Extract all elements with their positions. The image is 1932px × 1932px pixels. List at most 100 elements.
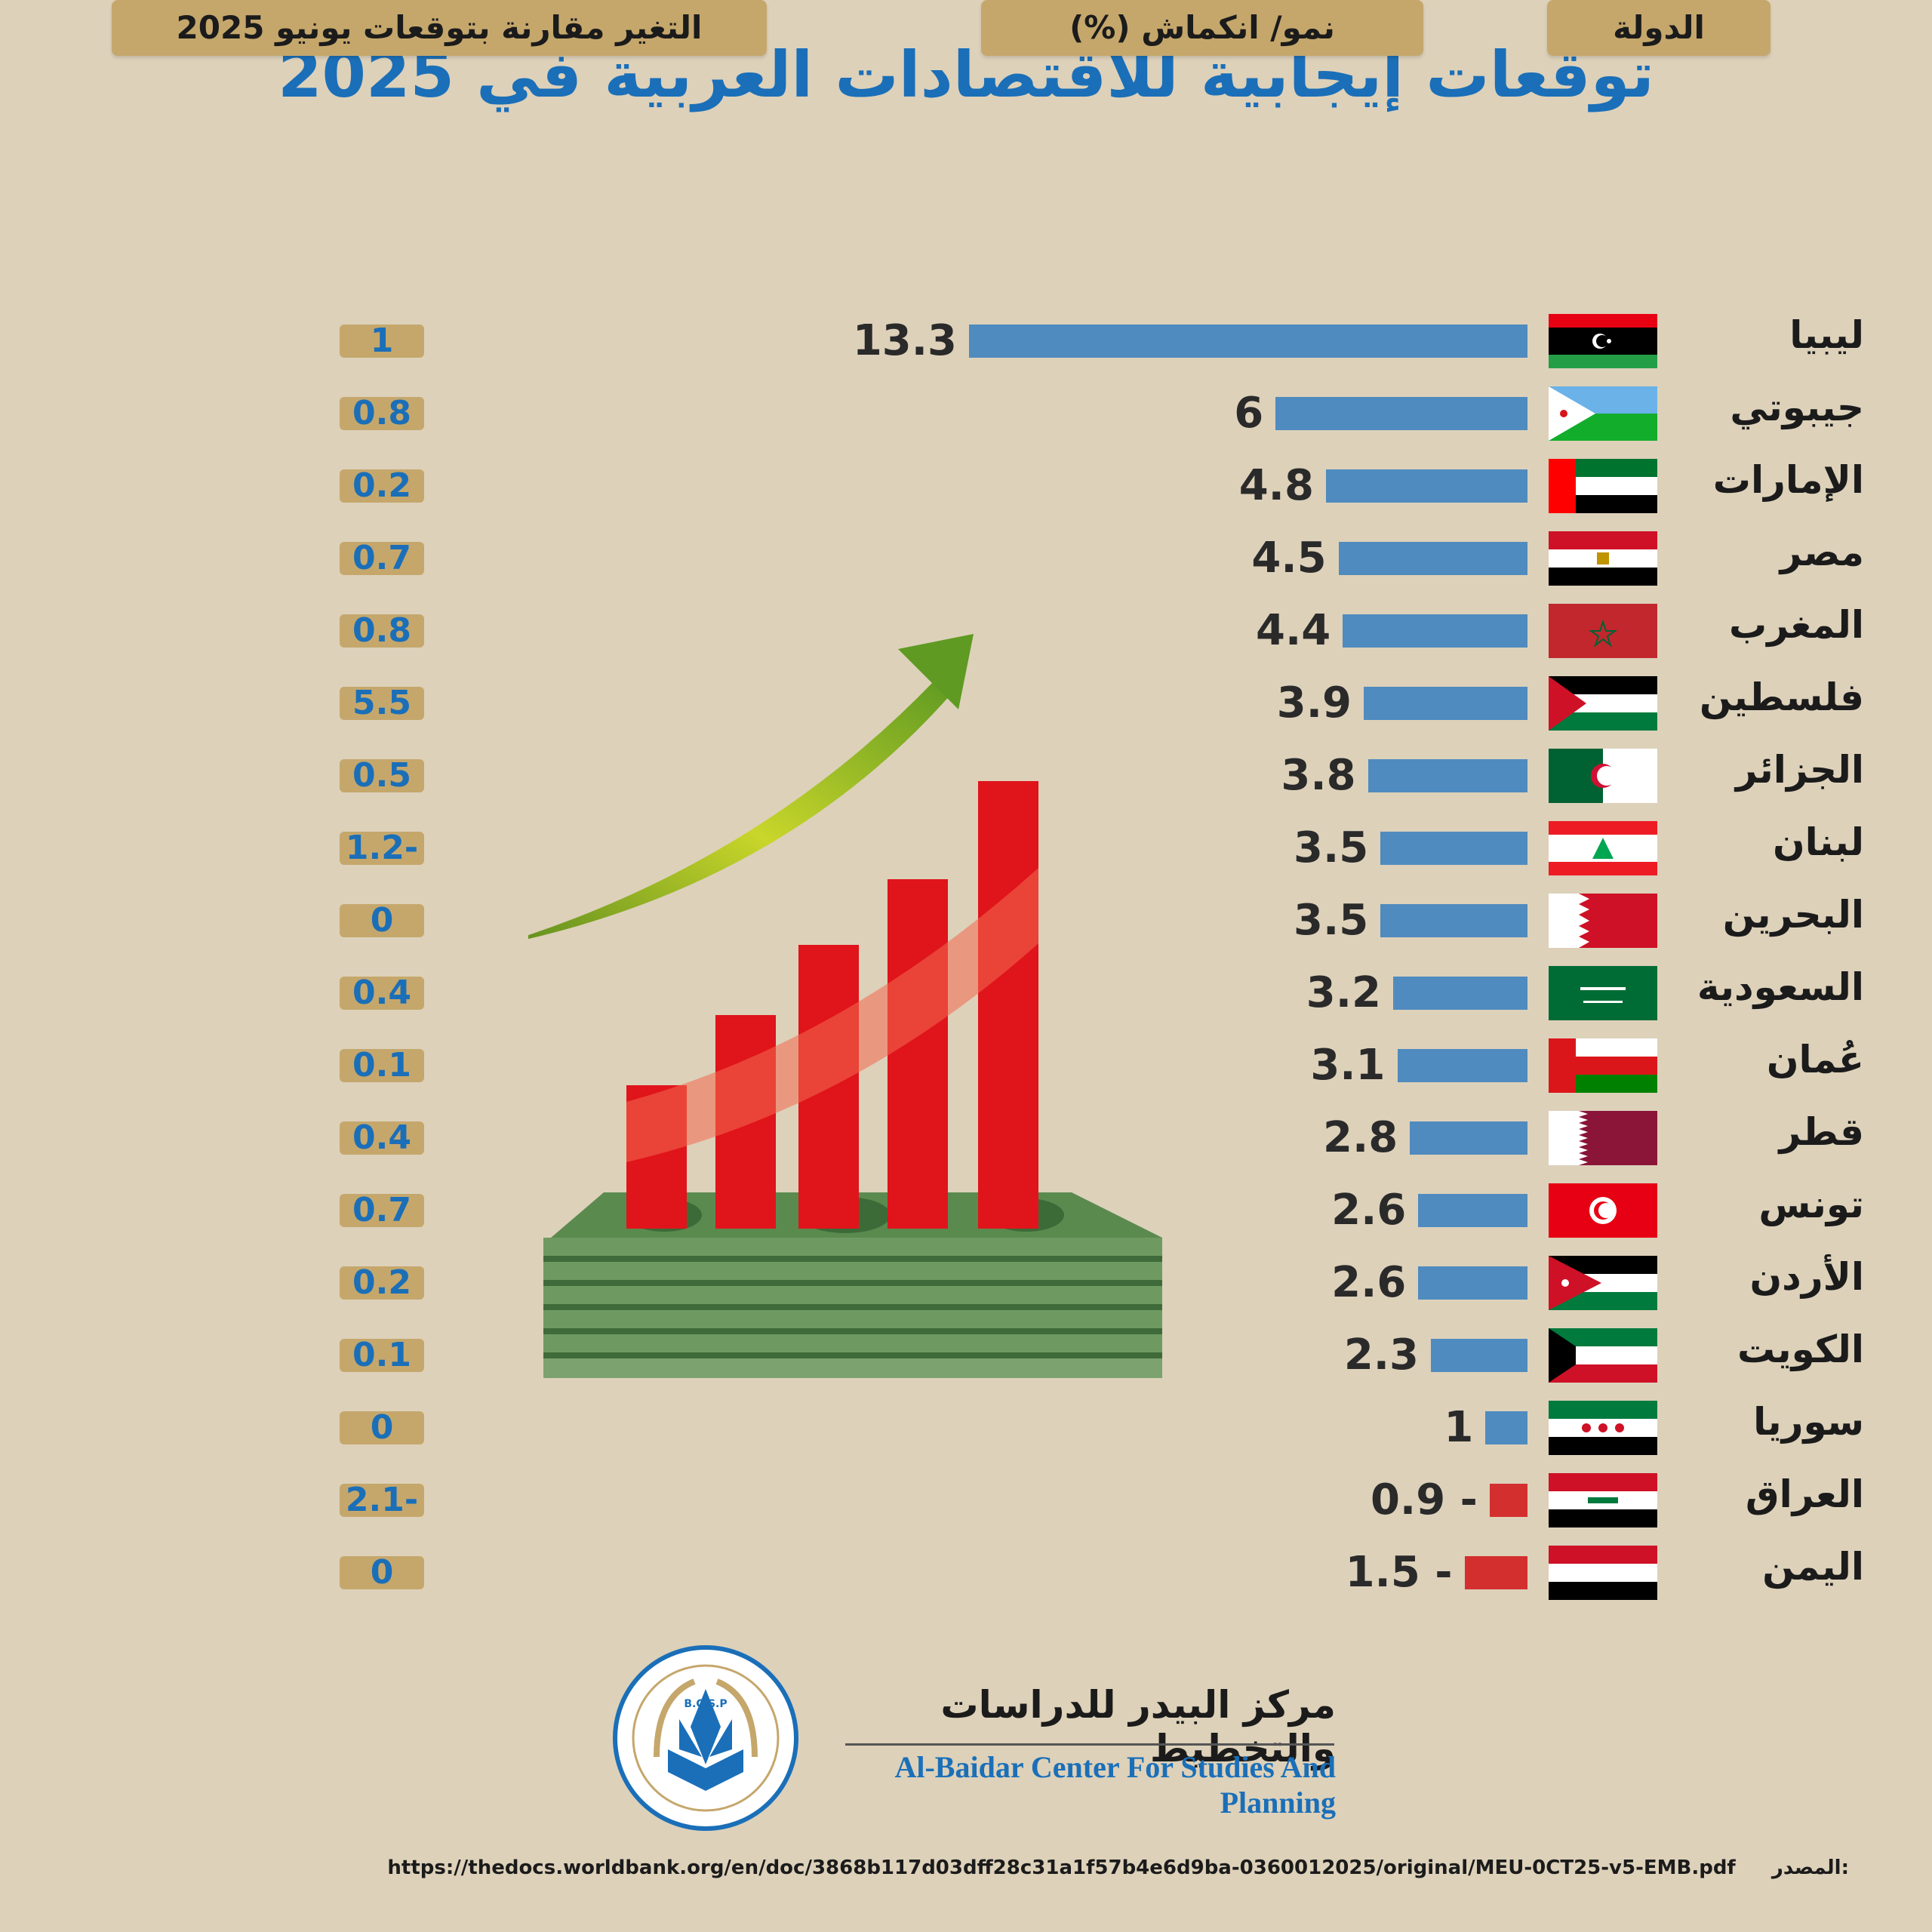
change-badge: 1.2-: [340, 832, 424, 865]
country-label: البحرين: [1722, 893, 1864, 937]
country-label: السعودية: [1697, 965, 1864, 1009]
bar: [969, 325, 1527, 358]
country-label: عُمان: [1766, 1038, 1864, 1081]
country-label: العراق: [1745, 1472, 1864, 1516]
growth-arrow-icon: [528, 634, 974, 940]
flag-saudi-icon: [1549, 966, 1657, 1020]
value-label: 2.6: [1331, 1186, 1407, 1235]
value-label: 6: [1234, 389, 1264, 438]
bar: [1410, 1121, 1527, 1155]
bar: [1364, 687, 1527, 720]
change-badge: 5.5: [340, 687, 424, 720]
value-label: 2.8: [1323, 1113, 1398, 1162]
change-badge: 0.2: [340, 469, 424, 503]
value-label: 3.9: [1276, 678, 1352, 728]
flag-iraq-icon: [1549, 1473, 1657, 1527]
logo-divider: [845, 1743, 1334, 1746]
value-label: 3.2: [1306, 968, 1381, 1017]
change-badge: 0: [340, 904, 424, 937]
value-label: 3.5: [1294, 823, 1369, 872]
value-label: 3.5: [1294, 896, 1369, 945]
growth-illustration: [528, 634, 1162, 1378]
change-badge: 0.8: [340, 614, 424, 648]
flag-morocco-icon: [1549, 604, 1657, 658]
flag-egypt-icon: [1549, 531, 1657, 586]
country-label: الأردن: [1749, 1255, 1865, 1299]
source-url[interactable]: https://thedocs.worldbank.org/en/doc/386…: [387, 1857, 1736, 1879]
source-label: المصدر:: [1771, 1857, 1849, 1879]
country-label: اليمن: [1762, 1545, 1864, 1589]
flag-palestine-icon: [1549, 676, 1657, 731]
bar: [1338, 542, 1527, 575]
value-label: 2.6: [1331, 1258, 1407, 1307]
country-label: الجزائر: [1735, 748, 1864, 792]
country-label: الإمارات: [1712, 458, 1864, 502]
country-label: مصر: [1780, 531, 1864, 574]
logo-name-ar: مركز البيدر للدراسات والتخطيط: [940, 1683, 1336, 1770]
value-label: 4.4: [1255, 606, 1331, 655]
flag-syria-icon: [1549, 1401, 1657, 1455]
header-growth: نمو/ انكماش (%): [981, 0, 1423, 56]
flag-jordan-icon: [1549, 1256, 1657, 1310]
change-badge: 0.2: [340, 1266, 424, 1300]
country-label: تونس: [1758, 1183, 1864, 1226]
flag-kuwait-icon: [1549, 1328, 1657, 1383]
value-label: 0.9 -: [1370, 1475, 1478, 1524]
value-label: 4.5: [1251, 534, 1327, 583]
bar: [1275, 397, 1527, 430]
flag-bahrain-icon: [1549, 894, 1657, 948]
flag-yemen-icon: [1549, 1546, 1657, 1600]
flag-libya-icon: [1549, 314, 1657, 368]
value-label: 3.1: [1310, 1041, 1386, 1090]
logo-abbr: B.C.S.P: [684, 1698, 727, 1710]
change-badge: 0.4: [340, 1121, 424, 1155]
flag-tunisia-icon: [1549, 1183, 1657, 1238]
logo-name-en: Al-Baidar Center For Studies And Plannin…: [894, 1750, 1336, 1820]
header-change: التغير مقارنة بتوقعات يونيو 2025: [112, 0, 767, 56]
change-badge: 0: [340, 1411, 424, 1444]
country-label: الكويت: [1737, 1327, 1864, 1371]
bar: [1392, 977, 1527, 1010]
flag-algeria-icon: [1549, 749, 1657, 803]
value-label: 4.8: [1238, 461, 1314, 510]
flag-oman-icon: [1549, 1038, 1657, 1093]
rising-bars-icon: [626, 781, 1038, 1229]
change-badge: 0.7: [340, 1194, 424, 1227]
country-label: فلسطين: [1699, 675, 1864, 719]
value-label: 1.5 -: [1345, 1548, 1453, 1597]
header-country: الدولة: [1547, 0, 1770, 56]
change-badge: 0.5: [340, 759, 424, 792]
country-label: جيبوتي: [1730, 386, 1864, 429]
bar: [1397, 1049, 1527, 1082]
change-badge: 0.1: [340, 1339, 424, 1372]
country-label: المغرب: [1728, 603, 1864, 647]
bar: [1380, 904, 1527, 937]
value-label: 2.3: [1343, 1331, 1420, 1380]
change-badge: 0.8: [340, 397, 424, 430]
bar: [1485, 1411, 1527, 1444]
country-label: لبنان: [1772, 820, 1864, 864]
bar: [1325, 469, 1527, 503]
value-label: 1: [1444, 1403, 1474, 1452]
change-badge: 1: [340, 325, 424, 358]
change-badge: 0.7: [340, 542, 424, 575]
bar: [1489, 1484, 1527, 1517]
country-label: ليبيا: [1789, 313, 1864, 357]
flag-qatar-icon: [1549, 1111, 1657, 1165]
logo-emblem-icon: B.C.S.P: [613, 1645, 798, 1831]
country-label: سوريا: [1753, 1400, 1864, 1444]
flag-uae-icon: [1549, 459, 1657, 513]
value-label: 3.8: [1281, 751, 1356, 800]
change-badge: 0.4: [340, 977, 424, 1010]
bar: [1418, 1266, 1527, 1300]
flag-lebanon-icon: [1549, 821, 1657, 875]
bar: [1380, 832, 1527, 865]
country-label: قطر: [1779, 1110, 1864, 1154]
source-line: https://thedocs.worldbank.org/en/doc/386…: [317, 1857, 1849, 1879]
bar: [1367, 759, 1527, 792]
change-badge: 2.1-: [340, 1484, 424, 1517]
bar: [1418, 1194, 1527, 1227]
bar: [1431, 1339, 1527, 1372]
value-label: 13.3: [852, 316, 957, 365]
bar: [1464, 1556, 1527, 1589]
